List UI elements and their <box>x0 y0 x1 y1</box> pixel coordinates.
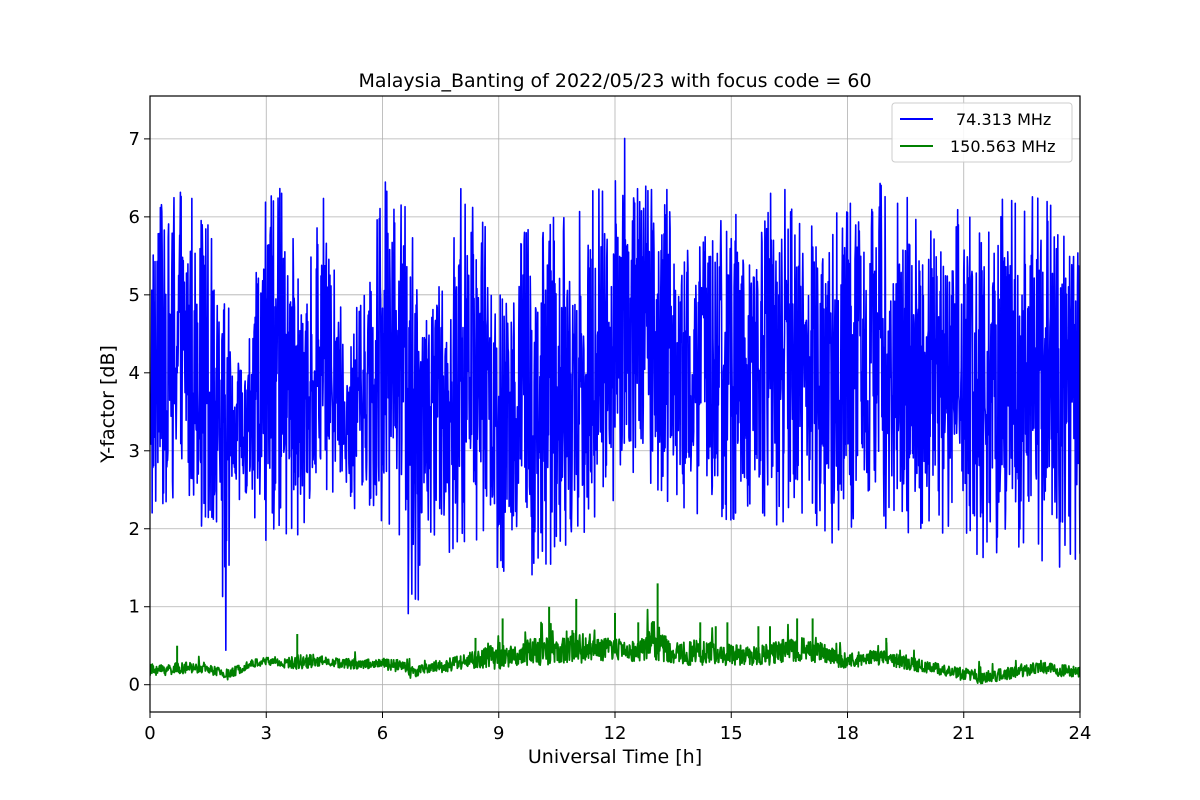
y-tick-label: 4 <box>129 363 140 384</box>
legend: 74.313 MHz 150.563 MHz <box>891 102 1073 163</box>
chart-title: Malaysia_Banting of 2022/05/23 with focu… <box>358 70 871 92</box>
x-tick-label: 9 <box>493 723 504 744</box>
legend-label-150mhz: 150.563 MHz <box>950 137 1055 156</box>
plot-series-group <box>150 137 1080 685</box>
x-tick-label: 15 <box>720 723 743 744</box>
x-tick-label: 24 <box>1069 723 1092 744</box>
y-axis: 0 1 2 3 4 5 6 7 <box>129 129 150 696</box>
y-tick-label: 2 <box>129 519 140 540</box>
x-axis-title: Universal Time [h] <box>528 746 702 768</box>
x-tick-label: 21 <box>952 723 975 744</box>
y-tick-label: 7 <box>129 129 140 150</box>
legend-box <box>891 102 1073 163</box>
series-line-0 <box>150 137 1080 652</box>
x-tick-label: 3 <box>261 723 272 744</box>
y-axis-title: Y-factor [dB] <box>97 345 119 464</box>
x-tick-label: 6 <box>377 723 388 744</box>
y-tick-label: 6 <box>129 207 140 228</box>
series-layer <box>150 137 1080 685</box>
x-axis: 0 3 6 9 12 15 18 21 24 <box>144 712 1091 744</box>
y-tick-label: 3 <box>129 441 140 462</box>
y-tick-label: 1 <box>129 597 140 618</box>
x-tick-label: 18 <box>836 723 859 744</box>
y-tick-label: 0 <box>129 675 140 696</box>
y-tick-label: 5 <box>129 285 140 306</box>
legend-label-74mhz: 74.313 MHz <box>956 110 1051 129</box>
x-tick-label: 0 <box>144 723 155 744</box>
x-tick-label: 12 <box>604 723 627 744</box>
